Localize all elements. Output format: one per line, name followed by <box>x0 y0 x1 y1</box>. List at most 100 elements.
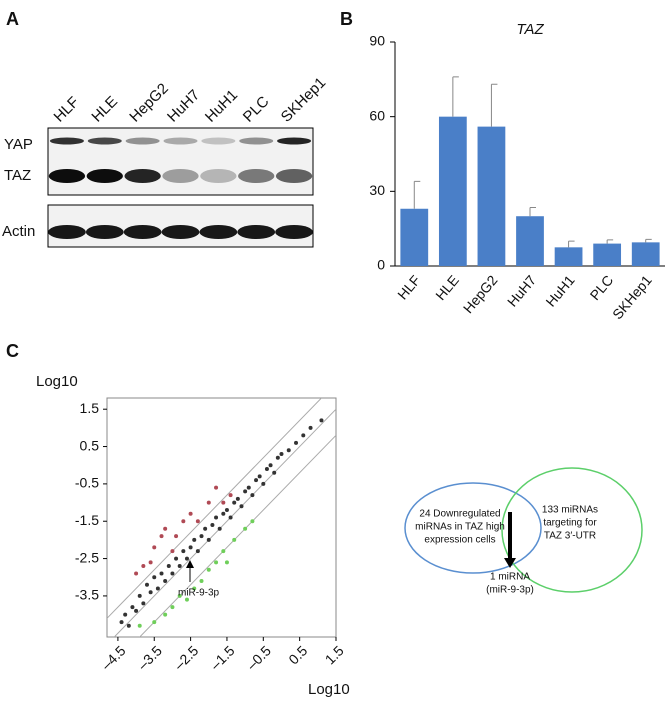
point <box>152 575 157 580</box>
band <box>238 169 275 183</box>
point <box>228 493 233 498</box>
point <box>141 601 146 606</box>
x-tick-label: SKHep1 <box>609 272 655 322</box>
error-bar <box>413 180 421 209</box>
point <box>137 593 142 598</box>
venn-circle <box>501 467 643 593</box>
venn-text: (miR-9-3p) <box>486 585 534 596</box>
point <box>261 481 266 486</box>
point <box>254 478 259 483</box>
panel-label: B <box>340 9 353 29</box>
error-bar <box>645 238 652 243</box>
y-tick-label: 60 <box>369 107 385 123</box>
point <box>184 597 189 602</box>
x-tick-label: –2.5 <box>171 642 202 673</box>
point <box>250 493 255 498</box>
point <box>246 485 251 490</box>
point <box>123 612 128 617</box>
point <box>199 578 204 583</box>
point <box>286 448 291 453</box>
point <box>137 623 142 628</box>
venn-text: expression cells <box>424 535 495 546</box>
point <box>181 519 186 524</box>
point <box>221 500 226 505</box>
panel-label: A <box>6 9 19 29</box>
point <box>155 586 160 591</box>
point <box>232 500 237 505</box>
point <box>126 623 131 628</box>
point <box>195 519 200 524</box>
point <box>144 582 149 587</box>
x-tick-label: HLE <box>432 272 462 303</box>
guide-line <box>139 434 336 637</box>
point <box>206 500 211 505</box>
x-tick-label: 1.5 <box>322 642 347 667</box>
point <box>275 455 280 460</box>
y-axis-label: Log10 <box>36 373 78 390</box>
point <box>170 571 175 576</box>
x-tick-label: –4.5 <box>98 642 129 673</box>
point <box>130 605 135 610</box>
x-tick-label: 0.5 <box>285 642 310 667</box>
row-label: TAZ <box>4 167 31 184</box>
point <box>268 463 273 468</box>
band <box>275 225 314 239</box>
y-tick-label: -1.5 <box>75 512 99 528</box>
lane-label: HepG2 <box>126 80 172 126</box>
point <box>250 519 255 524</box>
point <box>148 590 153 595</box>
venn-text: 133 miRNAs <box>542 505 598 516</box>
point <box>163 526 168 531</box>
point <box>272 470 277 475</box>
point <box>181 549 186 554</box>
plot-frame <box>106 397 337 638</box>
annotation: miR-9-3p <box>178 588 220 599</box>
point <box>152 545 157 550</box>
point <box>177 593 182 598</box>
point <box>195 549 200 554</box>
point <box>188 511 193 516</box>
lane-label: SKHep1 <box>278 74 330 126</box>
bar <box>554 247 583 266</box>
band <box>123 225 162 239</box>
y-tick-label: 90 <box>369 33 385 49</box>
band <box>86 169 123 183</box>
y-tick-label: -0.5 <box>75 475 99 491</box>
venn-text: targeting for <box>543 518 597 529</box>
band <box>162 169 199 183</box>
point <box>163 578 168 583</box>
point <box>192 586 197 591</box>
y-tick-label: -3.5 <box>75 587 99 603</box>
row-label: Actin <box>2 223 35 240</box>
venn-text: miRNAs in TAZ high <box>415 522 505 533</box>
band <box>48 225 86 239</box>
point <box>163 612 168 617</box>
point <box>119 620 124 625</box>
bar <box>593 243 622 266</box>
point <box>264 466 269 471</box>
venn-arrow-head <box>504 558 516 568</box>
point <box>217 526 222 531</box>
point <box>188 545 193 550</box>
point <box>224 508 229 513</box>
point <box>301 433 306 438</box>
point <box>166 564 171 569</box>
point <box>210 522 215 527</box>
point <box>232 537 237 542</box>
error-bar <box>529 207 536 217</box>
point <box>224 560 229 565</box>
venn-circle <box>404 482 542 574</box>
band <box>200 169 237 183</box>
band <box>239 137 274 145</box>
band <box>125 137 160 145</box>
point <box>235 496 240 501</box>
point <box>192 537 197 542</box>
point <box>174 556 179 561</box>
band <box>124 169 161 183</box>
band <box>237 225 276 239</box>
chart-title: TAZ <box>516 21 544 38</box>
x-axis-label: Log10 <box>308 681 350 698</box>
point <box>174 534 179 539</box>
blot-bands <box>48 137 314 239</box>
